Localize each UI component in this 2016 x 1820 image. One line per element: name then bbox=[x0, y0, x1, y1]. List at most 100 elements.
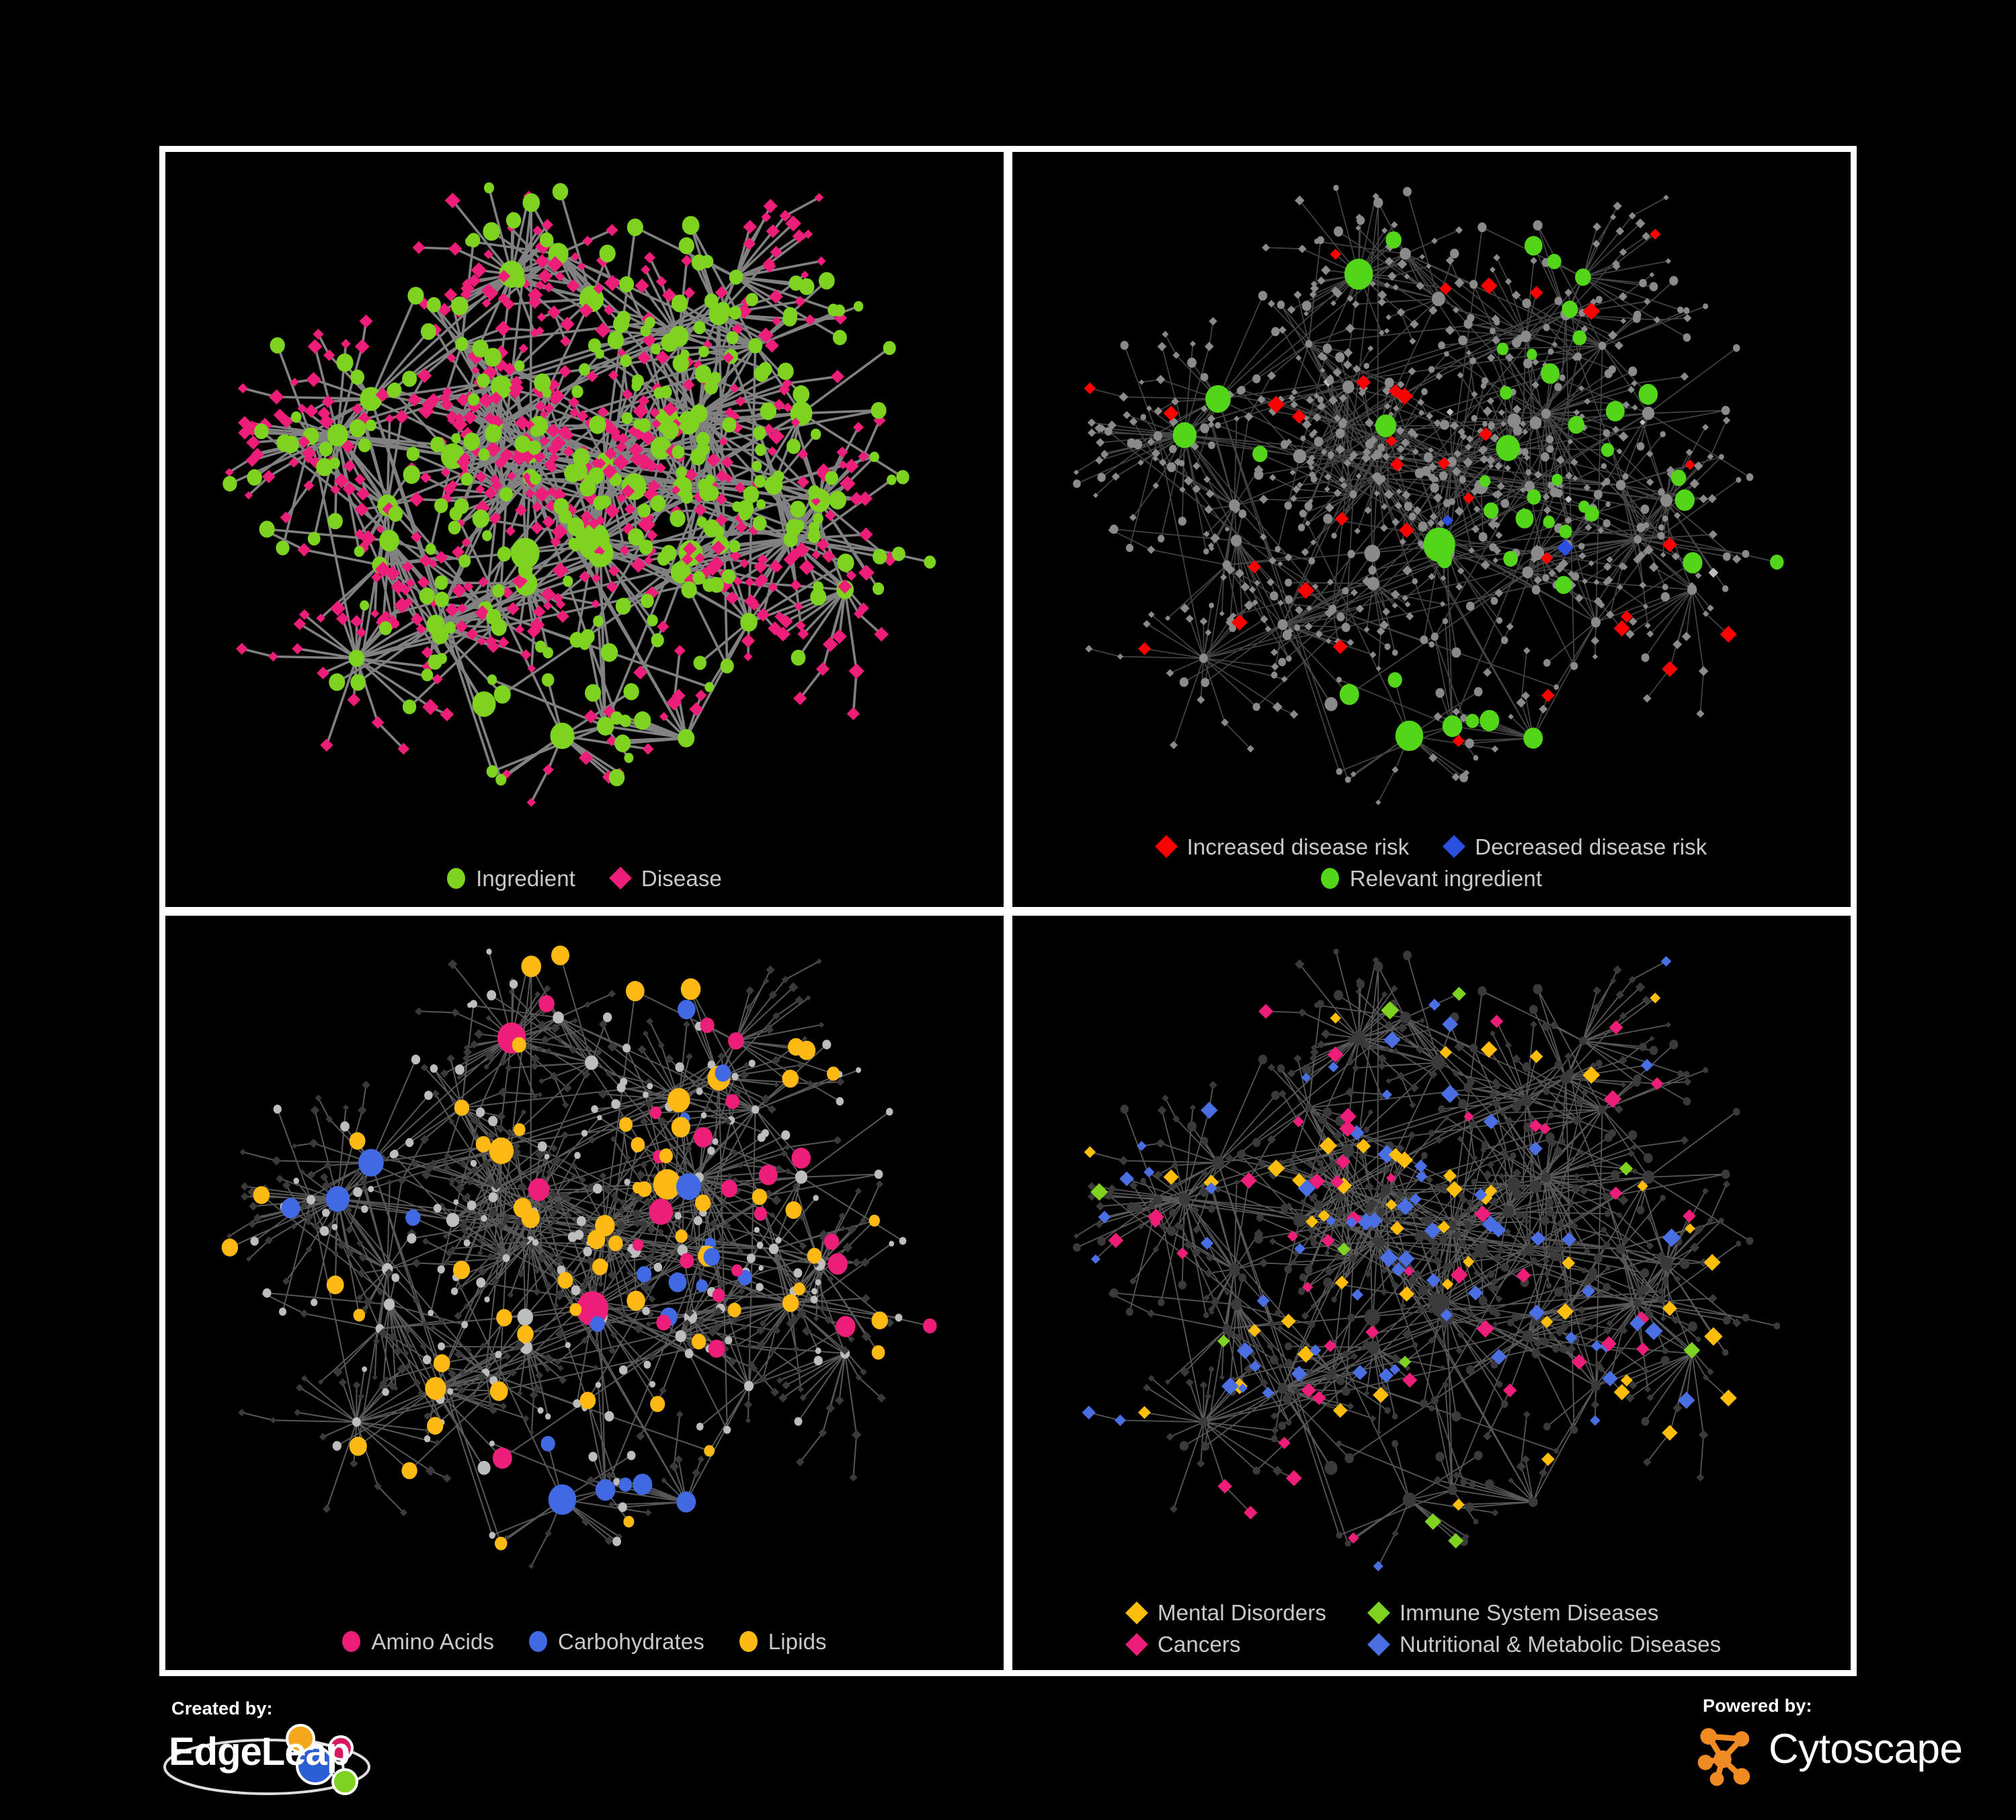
node-ingredient[interactable] bbox=[1615, 1243, 1626, 1254]
node-disease[interactable] bbox=[422, 1237, 430, 1244]
node-ingredient[interactable] bbox=[1444, 351, 1449, 357]
node-disease[interactable] bbox=[1696, 709, 1705, 718]
node-ingredient[interactable] bbox=[1408, 512, 1416, 521]
node-disease[interactable] bbox=[1260, 533, 1267, 541]
node-disease[interactable] bbox=[1541, 688, 1555, 703]
node-disease[interactable] bbox=[745, 986, 755, 995]
node-ingredient[interactable] bbox=[1458, 1099, 1467, 1109]
node-ingredient[interactable] bbox=[619, 714, 631, 727]
node-disease[interactable] bbox=[1350, 588, 1359, 596]
node-disease[interactable] bbox=[1129, 417, 1138, 426]
node-ingredient[interactable] bbox=[1258, 1054, 1268, 1064]
node-ingredient[interactable] bbox=[1547, 481, 1555, 489]
node-disease[interactable] bbox=[1324, 1372, 1334, 1382]
node-ingredient[interactable] bbox=[578, 363, 591, 376]
node-ingredient[interactable] bbox=[331, 1223, 338, 1230]
node-ingredient[interactable] bbox=[569, 1302, 582, 1316]
node-disease[interactable] bbox=[1516, 697, 1527, 708]
node-disease[interactable] bbox=[498, 1086, 508, 1097]
node-ingredient[interactable] bbox=[653, 1262, 663, 1272]
node-disease[interactable] bbox=[875, 1180, 884, 1188]
node-disease[interactable] bbox=[1511, 1054, 1521, 1064]
node-disease[interactable] bbox=[558, 364, 572, 378]
node-disease[interactable] bbox=[582, 1275, 591, 1284]
node-ingredient[interactable] bbox=[388, 506, 403, 522]
node-ingredient[interactable] bbox=[595, 1478, 616, 1501]
node-ingredient[interactable] bbox=[434, 591, 449, 608]
node-ingredient[interactable] bbox=[1639, 1042, 1647, 1051]
node-ingredient[interactable] bbox=[411, 1054, 421, 1064]
node-ingredient[interactable] bbox=[1510, 1152, 1517, 1159]
node-ingredient[interactable] bbox=[365, 419, 376, 432]
node-ingredient[interactable] bbox=[492, 584, 505, 598]
node-ingredient[interactable] bbox=[1356, 979, 1365, 989]
node-ingredient[interactable] bbox=[530, 425, 542, 437]
node-ingredient[interactable] bbox=[1293, 449, 1307, 464]
node-disease[interactable] bbox=[1383, 1031, 1401, 1048]
node-disease[interactable] bbox=[1683, 313, 1692, 323]
node-ingredient[interactable] bbox=[836, 1315, 856, 1337]
node-disease[interactable] bbox=[1201, 405, 1208, 413]
node-disease[interactable] bbox=[566, 279, 580, 293]
node-disease[interactable] bbox=[1442, 1015, 1459, 1032]
node-disease[interactable] bbox=[1085, 645, 1093, 653]
node-ingredient[interactable] bbox=[1199, 654, 1208, 664]
node-disease[interactable] bbox=[520, 1109, 527, 1115]
node-disease[interactable] bbox=[610, 1191, 618, 1199]
node-disease[interactable] bbox=[1660, 1261, 1666, 1268]
node-disease[interactable] bbox=[793, 1183, 799, 1189]
node-ingredient[interactable] bbox=[680, 978, 701, 1000]
node-ingredient[interactable] bbox=[1593, 489, 1603, 500]
node-disease[interactable] bbox=[1302, 1281, 1314, 1292]
node-disease[interactable] bbox=[1402, 490, 1411, 500]
node-disease[interactable] bbox=[717, 1052, 726, 1060]
node-ingredient[interactable] bbox=[1336, 612, 1345, 622]
node-disease[interactable] bbox=[1287, 305, 1296, 314]
node-ingredient[interactable] bbox=[1305, 340, 1313, 348]
node-disease[interactable] bbox=[1564, 288, 1573, 297]
node-disease[interactable] bbox=[840, 1345, 850, 1355]
node-disease[interactable] bbox=[1383, 403, 1391, 410]
node-disease[interactable] bbox=[1707, 453, 1714, 461]
node-ingredient[interactable] bbox=[670, 561, 691, 584]
node-ingredient[interactable] bbox=[790, 500, 806, 518]
node-disease[interactable] bbox=[1573, 409, 1580, 416]
node-disease[interactable] bbox=[776, 1376, 783, 1384]
node-ingredient[interactable] bbox=[1323, 1277, 1333, 1288]
node-ingredient[interactable] bbox=[1528, 1496, 1538, 1507]
node-ingredient[interactable] bbox=[1542, 573, 1549, 582]
node-ingredient[interactable] bbox=[712, 1288, 725, 1302]
node-ingredient[interactable] bbox=[752, 1188, 767, 1205]
node-ingredient[interactable] bbox=[693, 656, 707, 670]
node-ingredient[interactable] bbox=[787, 438, 801, 454]
node-ingredient[interactable] bbox=[793, 385, 810, 404]
node-disease[interactable] bbox=[501, 1218, 508, 1226]
node-disease[interactable] bbox=[839, 475, 856, 492]
node-ingredient[interactable] bbox=[1304, 502, 1313, 511]
node-ingredient[interactable] bbox=[353, 1187, 362, 1197]
node-ingredient[interactable] bbox=[1680, 1258, 1690, 1269]
node-ingredient[interactable] bbox=[869, 1214, 880, 1226]
node-ingredient[interactable] bbox=[758, 1164, 778, 1185]
node-ingredient[interactable] bbox=[1459, 475, 1466, 483]
node-disease[interactable] bbox=[1390, 984, 1398, 992]
node-disease[interactable] bbox=[499, 1402, 508, 1410]
node-disease[interactable] bbox=[1620, 610, 1633, 623]
node-disease[interactable] bbox=[1379, 1383, 1389, 1393]
node-ingredient[interactable] bbox=[690, 448, 707, 466]
node-disease[interactable] bbox=[1204, 342, 1214, 352]
node-disease[interactable] bbox=[1404, 601, 1411, 608]
node-ingredient[interactable] bbox=[1605, 401, 1625, 422]
node-disease[interactable] bbox=[1203, 530, 1210, 538]
node-disease[interactable] bbox=[1674, 1275, 1681, 1283]
node-disease[interactable] bbox=[746, 1360, 756, 1370]
node-disease[interactable] bbox=[741, 1323, 748, 1330]
node-disease[interactable] bbox=[1620, 318, 1627, 324]
node-disease[interactable] bbox=[296, 1383, 304, 1392]
node-disease[interactable] bbox=[551, 1218, 557, 1224]
node-ingredient[interactable] bbox=[720, 658, 734, 674]
node-disease[interactable] bbox=[1258, 494, 1268, 504]
node-disease[interactable] bbox=[1248, 1349, 1256, 1357]
node-disease[interactable] bbox=[1371, 473, 1377, 480]
node-disease[interactable] bbox=[1640, 419, 1646, 426]
